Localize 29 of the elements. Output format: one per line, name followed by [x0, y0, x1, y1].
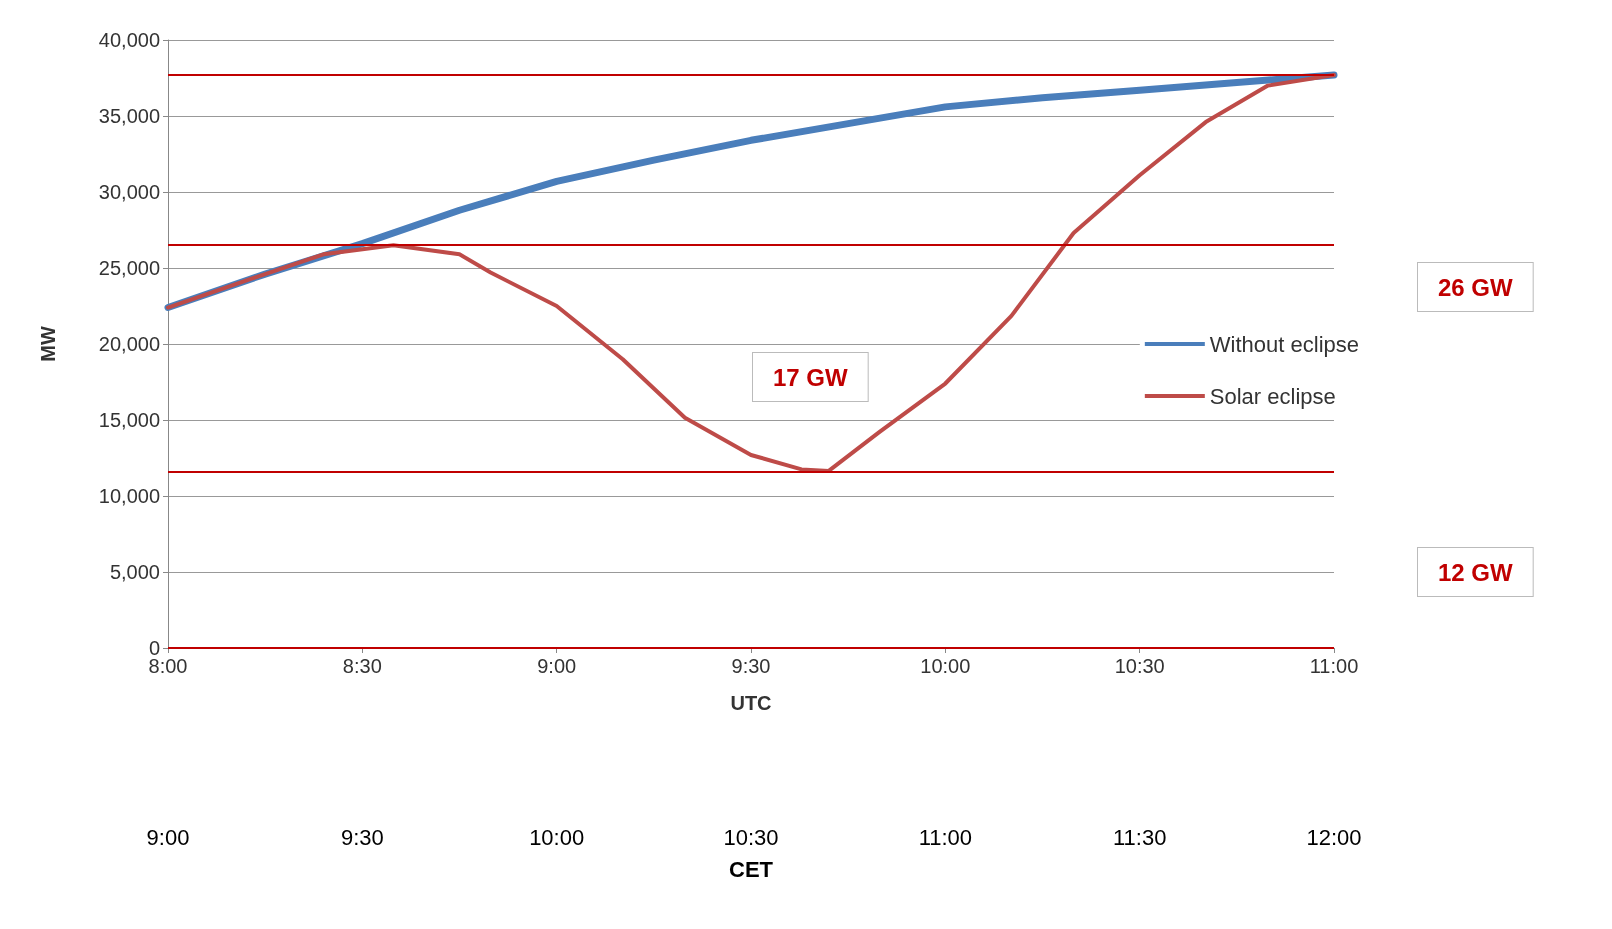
y-tick-label: 5,000 — [109, 561, 160, 583]
y-tick-label: 10,000 — [98, 485, 160, 507]
legend-label: Solar eclipse — [1209, 383, 1336, 409]
x2-tick-label: 9:00 — [146, 824, 190, 850]
x2-tick-label: 11:00 — [918, 824, 973, 850]
text: 26 GW — [1438, 273, 1514, 301]
y-tick-label: 20,000 — [98, 333, 160, 355]
legend-label: Without eclipse — [1209, 331, 1360, 357]
x2-tick-label: 9:30 — [340, 824, 384, 850]
x2-tick-label: 10:00 — [529, 824, 585, 850]
x2-tick-label: 11:30 — [1112, 824, 1167, 850]
x2-axis-title: CET — [729, 856, 774, 882]
x-axis-title: UTC — [730, 692, 772, 714]
y-tick-label: 15,000 — [98, 409, 160, 431]
y-tick-label: 30,000 — [98, 181, 160, 203]
x2-tick-label: 10:30 — [723, 824, 779, 850]
x-tick-label: 10:30 — [1114, 655, 1165, 677]
x-tick-label: 11:00 — [1309, 655, 1359, 677]
annotation: 17 GW — [773, 363, 849, 391]
y-tick-label: 40,000 — [98, 29, 160, 51]
x2-tick-label: 12:00 — [1306, 824, 1362, 850]
x-tick-label: 9:30 — [731, 655, 771, 677]
y-tick-label: 25,000 — [98, 257, 160, 279]
y-tick-label: 35,000 — [98, 105, 160, 127]
text: 12 GW — [1438, 558, 1514, 586]
x-tick-label: 10:00 — [920, 655, 971, 677]
y-axis-title: MW — [37, 326, 59, 362]
x-tick-label: 8:30 — [342, 655, 382, 677]
x-tick-label: 9:00 — [537, 655, 577, 677]
